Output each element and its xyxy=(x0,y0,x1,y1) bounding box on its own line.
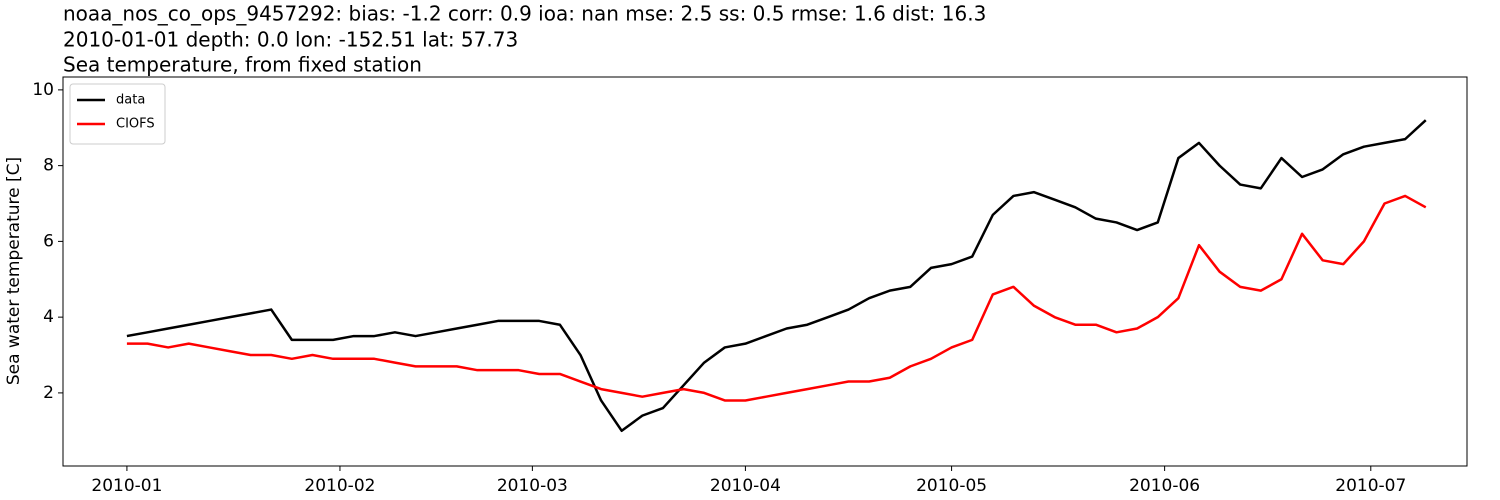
data-line xyxy=(126,119,1427,433)
x-tick-label: 2010-02 xyxy=(304,476,375,496)
y-tick-label: 10 xyxy=(32,80,54,100)
legend-label: CIOFS xyxy=(116,117,155,132)
chart-subtitle: Sea temperature, from fixed station xyxy=(63,53,422,77)
data-line xyxy=(126,194,1427,402)
y-tick-label: 2 xyxy=(43,383,54,403)
plot-frame xyxy=(62,76,1468,467)
legend-label: data xyxy=(116,93,145,108)
x-tick-label: 2010-01 xyxy=(91,476,162,496)
x-tick-label: 2010-04 xyxy=(710,476,781,496)
x-tick-label: 2010-05 xyxy=(916,476,987,496)
legend: data CIOFS xyxy=(69,83,166,145)
chart-title: noaa_nos_co_ops_9457292: bias: -1.2 corr… xyxy=(63,2,986,26)
y-tick-label: 8 xyxy=(43,156,54,176)
y-tick-label: 4 xyxy=(43,307,54,327)
y-axis-label: Sea water temperature [C] xyxy=(4,157,24,385)
y-tick-label: 6 xyxy=(43,231,54,251)
x-tick-label: 2010-03 xyxy=(497,476,568,496)
x-tick-label: 2010-06 xyxy=(1129,476,1200,496)
x-tick-label: 2010-07 xyxy=(1335,476,1406,496)
chart-subtitle: 2010-01-01 depth: 0.0 lon: -152.51 lat: … xyxy=(63,28,518,52)
